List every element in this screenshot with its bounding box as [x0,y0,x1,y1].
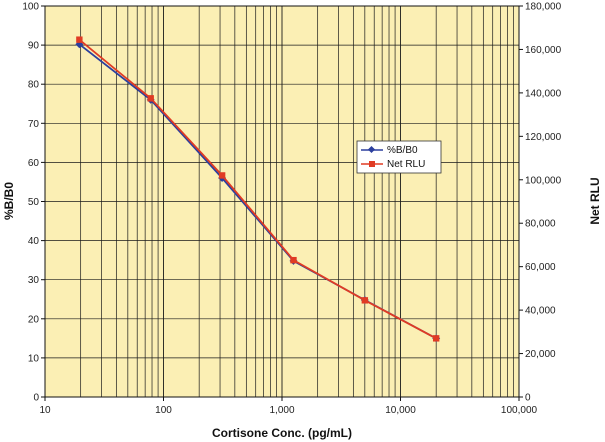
y2-tick-label: 120,000 [525,132,562,143]
legend-marker-1 [369,161,375,167]
x-axis-title: Cortisone Conc. (pg/mL) [212,426,352,440]
y-tick-label: 80 [28,80,40,91]
y2-tick-label: 20,000 [525,349,556,360]
y2-tick-label: 0 [525,393,531,404]
y2-tick-label: 180,000 [525,2,562,13]
series-1-point [76,36,83,43]
y-tick-label: 70 [28,119,40,130]
y-tick-label: 100 [22,2,39,13]
y-axis-title: %B/B0 [2,182,16,220]
y2-tick-label: 60,000 [525,262,556,273]
x-tick-label: 100 [155,405,172,416]
series-1-point [147,95,154,102]
y2-axis-title: Net RLU [588,177,602,224]
y-tick-label: 10 [28,353,40,364]
y2-tick-label: 100,000 [525,175,562,186]
y-tick-label: 30 [28,275,40,286]
y2-tick-label: 140,000 [525,88,562,99]
y-axis-ticks: 0 10 20 30 40 50 60 70 80 90 100 [22,2,45,404]
y2-tick-label: 160,000 [525,45,562,56]
legend: %B/B0 Net RLU [356,140,442,174]
legend-marker-0 [367,145,376,154]
x-tick-label: 100,000 [501,405,538,416]
series-line-1 [78,39,437,340]
legend-box [356,140,442,174]
y-tick-label: 90 [28,41,40,52]
y-tick-label: 40 [28,236,40,247]
x-tick-label: 10,000 [385,405,416,416]
legend-label-0: %B/B0 [387,145,418,156]
series-1-point [218,172,226,179]
y2-axis-ticks: 0 20,000 40,000 60,000 80,000 100,000 120,000 1… [519,2,562,404]
y-tick-label: 60 [28,158,40,169]
x-axis-ticks: 10 100 1,000 10,000 100,000 [39,397,538,416]
y-tick-label: 0 [33,393,39,404]
legend-label-1: Net RLU [387,159,425,170]
y2-tick-label: 40,000 [525,306,556,317]
x-tick-label: 10 [39,405,51,416]
y-tick-label: 20 [28,314,40,325]
series-1-point [290,256,297,264]
series-layer [75,36,441,343]
y-tick-label: 50 [28,197,40,208]
x-tick-label: 1,000 [269,405,294,416]
y2-tick-label: 80,000 [525,219,556,230]
series-1-point [432,335,440,342]
series-1-point [361,297,369,304]
